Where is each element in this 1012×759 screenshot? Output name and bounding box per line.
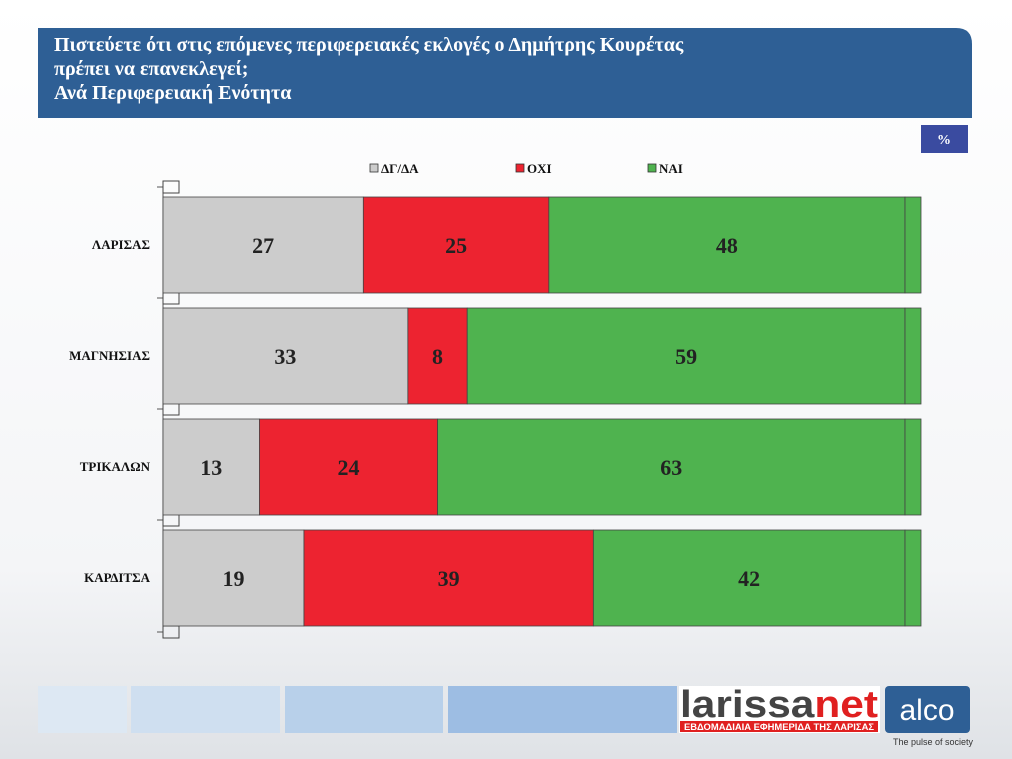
company-logo: alco [899, 694, 954, 727]
footer-block [38, 686, 127, 733]
bar-segment [162, 196, 364, 294]
value-label: 42 [738, 566, 760, 591]
chart: ΔΓ/ΔΑ ΟΧΙ ΝΑΙ ΛΑΡΙΣΑΣ 27 25 48 ΜΑΓΝΗΣΙΑΣ 33 8 59 ΤΡ… [69, 161, 922, 639]
title-line: Πιστεύετε ότι στις επόμενες περιφερειακέ… [54, 34, 684, 56]
category-label: ΜΑΓΝΗΣΙΑΣ [69, 348, 150, 363]
header-bar [38, 28, 972, 118]
axis-bracket [162, 180, 180, 194]
footer-block [448, 686, 677, 733]
category-label: ΚΑΡΔΙΤΣΑ [84, 570, 150, 585]
footer-block [131, 686, 280, 733]
bar-segment [162, 307, 409, 405]
bar-end-cap [904, 307, 922, 405]
bar-segment [303, 529, 594, 627]
bar-segment [162, 418, 260, 516]
title-line: πρέπει να επανεκλεγεί; [54, 58, 248, 80]
bar-end-cap [904, 196, 922, 294]
bar-segment [259, 418, 438, 516]
bar-end-cap [904, 418, 922, 516]
value-label: 39 [438, 566, 460, 591]
bar-segment [162, 529, 305, 627]
legend-swatch [515, 163, 525, 173]
bar-segment [362, 196, 550, 294]
subtitle: Ανά Περιφερειακή Ενότητα [54, 82, 291, 104]
company-logo-box [885, 686, 970, 733]
value-label: 8 [432, 344, 443, 369]
value-label: 25 [445, 233, 467, 258]
bar-segment [466, 307, 906, 405]
brand-logo: larissa net [680, 684, 878, 726]
unit-badge-text: % [937, 133, 951, 148]
value-label: 27 [252, 233, 274, 258]
value-label: 33 [274, 344, 296, 369]
legend-label: ΔΓ/ΔΑ [381, 161, 419, 176]
company-tagline: The pulse of society [893, 737, 974, 747]
unit-badge [921, 125, 968, 153]
legend-label: ΟΧΙ [527, 161, 552, 176]
footer-block [285, 686, 443, 733]
value-label: 13 [200, 455, 222, 480]
bar-segment [407, 307, 468, 405]
category-label: ΤΡΙΚΑΛΩΝ [80, 459, 151, 474]
bar-segment [437, 418, 906, 516]
bar-end-cap [904, 529, 922, 627]
legend-swatch [647, 163, 657, 173]
value-label: 63 [660, 455, 682, 480]
value-label: 48 [716, 233, 738, 258]
legend-label: ΝΑΙ [659, 161, 683, 176]
bar-segment [592, 529, 906, 627]
bar-segment [548, 196, 906, 294]
brand-tagline-bar [680, 721, 878, 732]
category-label: ΛΑΡΙΣΑΣ [92, 237, 150, 252]
value-label: 19 [222, 566, 244, 591]
value-label: 59 [675, 344, 697, 369]
legend-swatch [369, 163, 379, 173]
brand-tagline: ΕΒΔΟΜΑΔΙΑΙΑ ΕΦΗΜΕΡΙΔΑ ΤΗΣ ΛΑΡΙΣΑΣ [684, 722, 875, 732]
value-label: 24 [338, 455, 360, 480]
